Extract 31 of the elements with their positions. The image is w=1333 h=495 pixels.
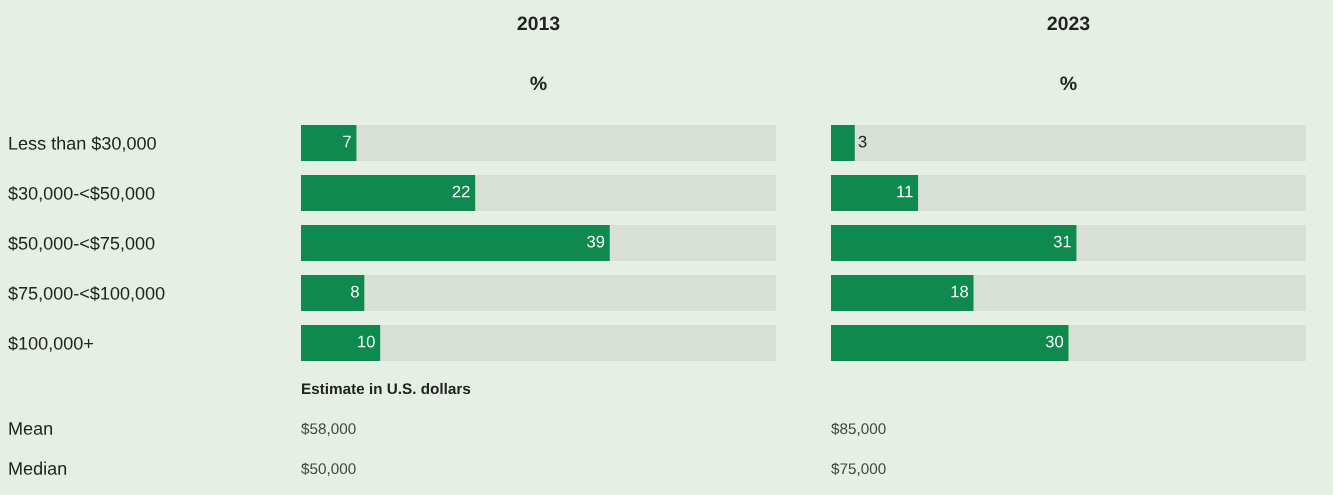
text: $75,000 bbox=[831, 462, 886, 476]
y-tick-label: Less than $30,000 bbox=[9, 136, 156, 152]
y-tick-label: $50,000-<$75,000 bbox=[8, 236, 155, 252]
data-label: 39 bbox=[587, 235, 605, 248]
data-label: 3 bbox=[858, 135, 867, 148]
data-label: 30 bbox=[1045, 335, 1064, 348]
y-tick-label: $75,000-<$100,000 bbox=[8, 286, 165, 302]
text: Mean bbox=[9, 422, 52, 435]
data-label: 8 bbox=[351, 285, 359, 298]
data-label: 22 bbox=[452, 185, 470, 198]
chart-subtitle: % bbox=[530, 76, 547, 91]
chart-subtitle: % bbox=[1060, 76, 1077, 91]
bar bbox=[301, 325, 381, 361]
text: Median bbox=[9, 461, 67, 475]
chart-title: 2023 bbox=[1047, 16, 1090, 31]
data-label: 31 bbox=[1053, 235, 1071, 248]
y-tick-label: $30,000-<$50,000 bbox=[8, 186, 155, 202]
data-label: 7 bbox=[343, 135, 351, 148]
chart-title: 2013 bbox=[517, 16, 560, 31]
bar bbox=[831, 175, 919, 211]
bar bbox=[831, 125, 855, 161]
text: $85,000 bbox=[831, 422, 886, 436]
text: $58,000 bbox=[301, 422, 356, 436]
bar bbox=[301, 125, 357, 161]
text: $50,000 bbox=[301, 462, 356, 476]
y-tick-label: $100,000+ bbox=[8, 336, 93, 352]
text: Estimate in U.S. dollars bbox=[302, 382, 471, 395]
bar bbox=[301, 275, 365, 311]
data-label: 10 bbox=[358, 335, 375, 348]
data-label: 18 bbox=[951, 285, 969, 298]
data-label: 11 bbox=[897, 185, 913, 198]
